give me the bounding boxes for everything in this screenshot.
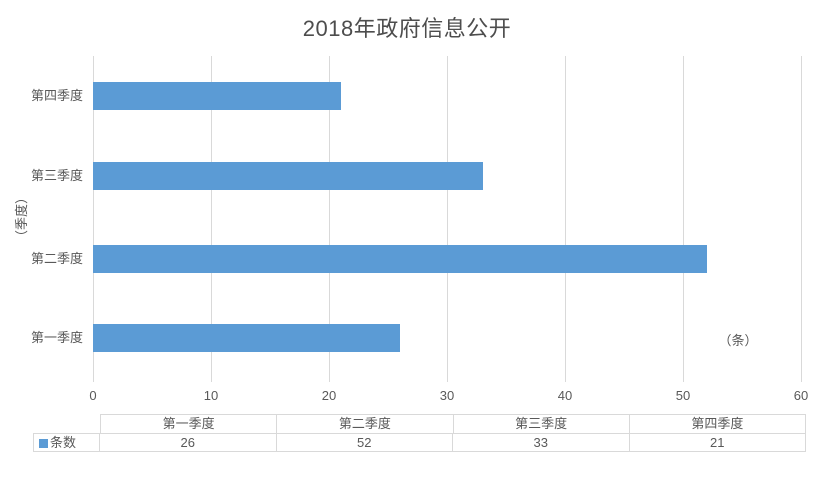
table-corner-cell <box>33 414 100 433</box>
x-tick-60: 60 <box>793 388 809 403</box>
table-header-q4: 第四季度 <box>629 414 806 433</box>
x-tick-40: 40 <box>557 388 573 403</box>
bar-q2 <box>93 245 708 273</box>
x-tick-30: 30 <box>439 388 455 403</box>
gridline-30 <box>447 56 448 382</box>
table-value-q1: 26 <box>100 433 277 452</box>
bar-q3 <box>93 162 483 190</box>
table-legend-cell: 条数 <box>33 433 100 452</box>
y-axis-title: （季度） <box>14 191 29 244</box>
table-header-q3: 第三季度 <box>453 414 630 433</box>
x-tick-10: 10 <box>203 388 219 403</box>
x-tick-50: 50 <box>675 388 691 403</box>
table-header-q1: 第一季度 <box>100 414 278 433</box>
gridline-0 <box>93 56 94 382</box>
x-tick-0: 0 <box>89 388 97 403</box>
table-values-row: 条数 26 52 33 21 <box>33 433 806 452</box>
category-label-q1: 第一季度 <box>30 330 83 345</box>
chart-title: 2018年政府信息公开 <box>302 16 512 41</box>
data-table: 第一季度 第二季度 第三季度 第四季度 条数 26 52 33 21 <box>33 414 806 452</box>
gridline-10 <box>211 56 212 382</box>
legend-square-icon <box>39 439 48 448</box>
bar-q1 <box>93 324 401 352</box>
x-tick-20: 20 <box>321 388 337 403</box>
category-label-q2: 第二季度 <box>30 251 83 266</box>
table-value-q3: 33 <box>453 433 630 452</box>
table-value-q4: 21 <box>629 433 806 452</box>
unit-label: （条） <box>718 333 758 348</box>
bar-q4 <box>93 82 342 110</box>
legend-series-label: 条数 <box>50 435 77 450</box>
gridline-60 <box>801 56 802 382</box>
category-label-q3: 第三季度 <box>30 168 83 183</box>
table-header-q2: 第二季度 <box>277 414 454 433</box>
plot-area: （条） <box>93 56 802 382</box>
gridline-50 <box>683 56 684 382</box>
gridline-20 <box>329 56 330 382</box>
gridline-40 <box>565 56 566 382</box>
table-header-row: 第一季度 第二季度 第三季度 第四季度 <box>33 414 806 433</box>
category-label-q4: 第四季度 <box>30 88 83 103</box>
table-value-q2: 52 <box>276 433 453 452</box>
